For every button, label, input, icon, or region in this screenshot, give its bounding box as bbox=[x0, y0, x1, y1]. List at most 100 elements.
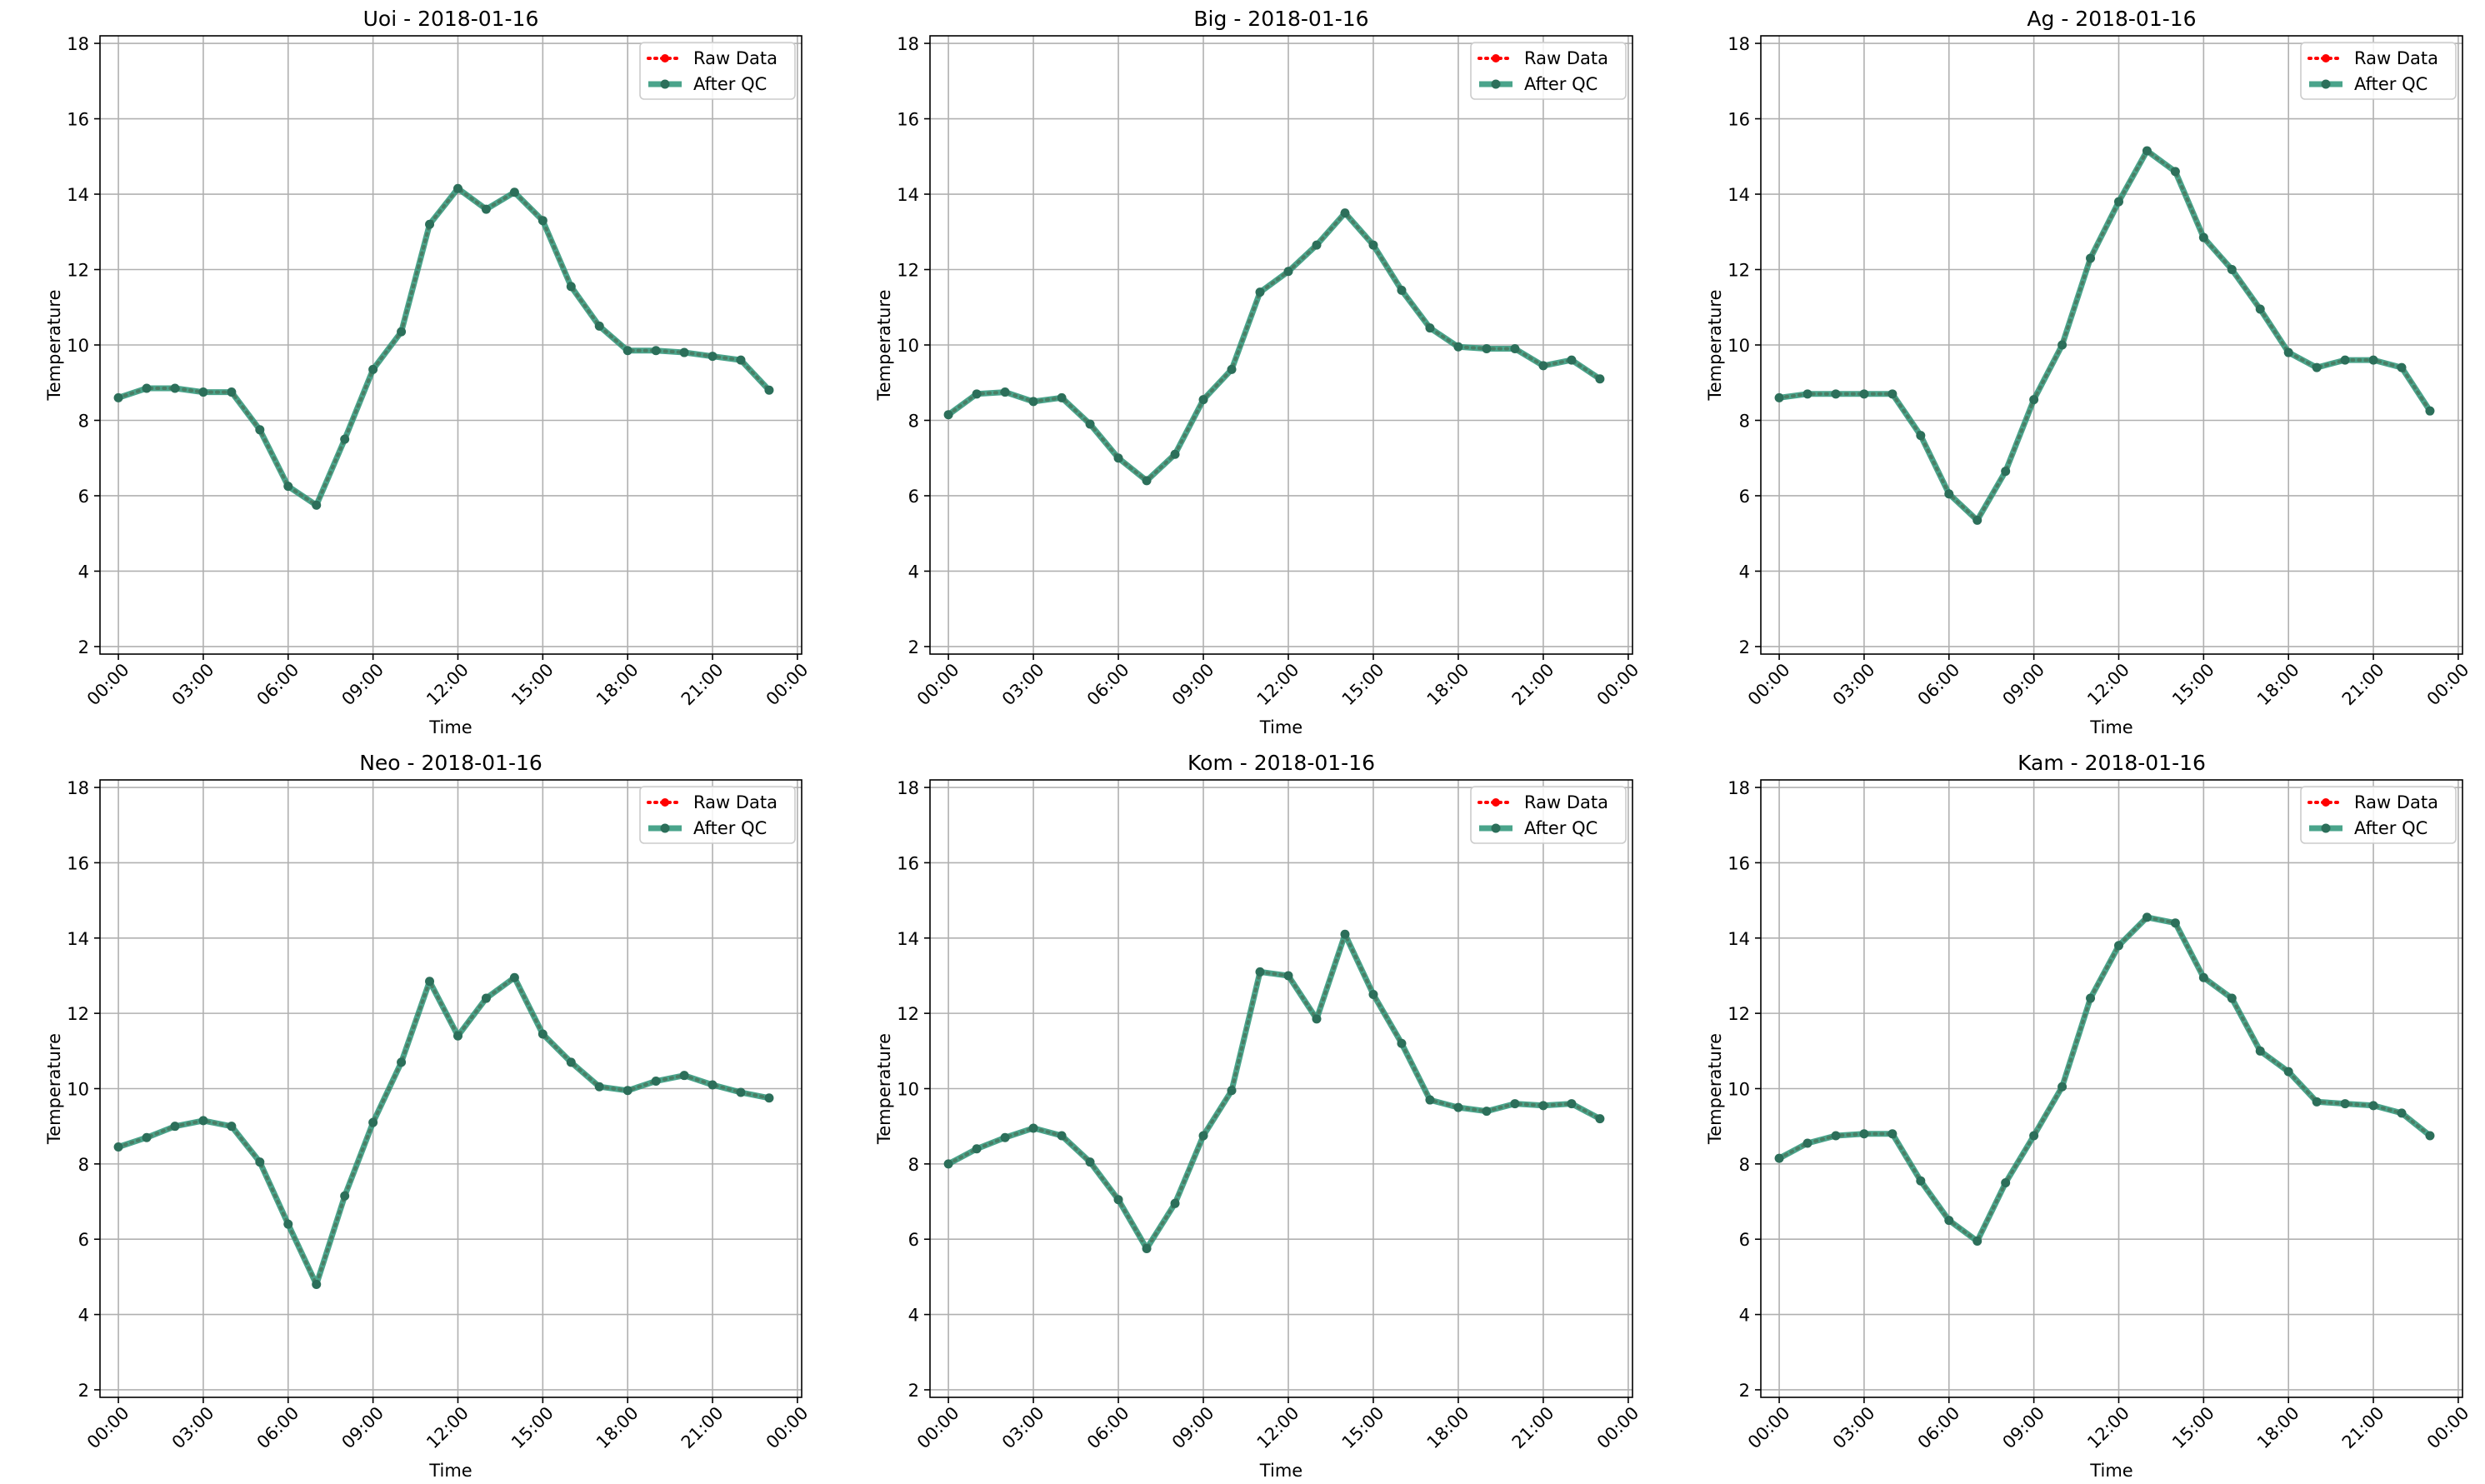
data-point-qc bbox=[1170, 449, 1180, 459]
data-point-qc bbox=[2255, 1046, 2265, 1056]
data-point-qc bbox=[2001, 1177, 2011, 1187]
data-point-qc bbox=[509, 187, 519, 197]
y-tick-label: 16 bbox=[67, 853, 89, 873]
series-line-raw-data bbox=[947, 929, 1602, 1252]
data-point-qc bbox=[198, 387, 208, 397]
data-point-qc bbox=[2001, 467, 2011, 477]
x-axis-label: Time bbox=[2089, 717, 2132, 737]
x-axis-label: Time bbox=[428, 1461, 472, 1481]
data-point-qc bbox=[1774, 392, 1784, 402]
data-point-qc bbox=[2283, 347, 2293, 357]
data-point-qc bbox=[1510, 344, 1520, 354]
y-axis-label: Temperature bbox=[874, 289, 894, 401]
data-point-qc bbox=[1482, 1107, 1492, 1117]
data-point-qc bbox=[1170, 1198, 1180, 1208]
data-point-qc bbox=[1859, 389, 1869, 399]
data-point-qc bbox=[1916, 431, 1926, 441]
data-point-qc bbox=[1000, 387, 1010, 397]
chart-title: Kam - 2018-01-16 bbox=[2018, 751, 2206, 775]
x-axis-label: Time bbox=[2089, 1461, 2132, 1481]
data-point-qc bbox=[2425, 1131, 2435, 1141]
series-line-raw-data bbox=[117, 186, 771, 508]
data-point-qc bbox=[2397, 1108, 2407, 1118]
y-axis-label: Temperature bbox=[1705, 289, 1725, 401]
data-point-qc bbox=[481, 204, 491, 214]
data-point-qc bbox=[2086, 253, 2096, 263]
chart-title: Kom - 2018-01-16 bbox=[1188, 751, 1375, 775]
chart-title: Ag - 2018-01-16 bbox=[2027, 7, 2196, 31]
data-point-qc bbox=[1085, 419, 1095, 429]
y-axis-label: Temperature bbox=[874, 1033, 894, 1145]
x-tick-label: 00:00 bbox=[762, 1403, 812, 1453]
x-tick-label: 21:00 bbox=[678, 660, 728, 710]
data-point-qc bbox=[594, 321, 604, 331]
data-point-qc bbox=[972, 1144, 982, 1154]
x-tick-label: 06:00 bbox=[253, 1403, 303, 1453]
legend-label: After QC bbox=[693, 818, 767, 838]
x-tick-label: 00:00 bbox=[1593, 660, 1643, 710]
x-tick-label: 18:00 bbox=[592, 660, 642, 710]
legend-marker-after-qc bbox=[660, 79, 670, 89]
data-point-qc bbox=[2058, 1082, 2068, 1092]
y-tick-label: 18 bbox=[897, 34, 919, 54]
x-tick-label: 15:00 bbox=[508, 660, 558, 710]
data-point-qc bbox=[255, 425, 265, 435]
data-point-qc bbox=[227, 1122, 237, 1132]
data-point-qc bbox=[1538, 1101, 1548, 1111]
y-tick-label: 10 bbox=[1728, 336, 1750, 356]
legend: Raw Data After QC bbox=[2300, 42, 2457, 100]
x-tick-label: 00:00 bbox=[1744, 1403, 1794, 1453]
data-point-qc bbox=[972, 389, 982, 399]
x-tick-label: 00:00 bbox=[83, 660, 133, 710]
x-tick-label: 00:00 bbox=[762, 660, 812, 710]
data-point-qc bbox=[1595, 374, 1605, 384]
data-point-qc bbox=[764, 385, 774, 395]
data-point-qc bbox=[142, 383, 152, 393]
x-tick-label: 00:00 bbox=[2423, 1403, 2473, 1453]
legend-label: After QC bbox=[693, 74, 767, 94]
series-line-raw-data bbox=[1778, 148, 2432, 523]
legend-marker-raw-data bbox=[1492, 54, 1500, 62]
data-point-qc bbox=[283, 482, 293, 492]
data-point-qc bbox=[2340, 1099, 2350, 1109]
y-tick-label: 12 bbox=[67, 261, 89, 281]
y-tick-label: 16 bbox=[897, 110, 919, 130]
data-point-qc bbox=[708, 1080, 718, 1090]
legend-marker-raw-data bbox=[661, 798, 669, 807]
data-point-qc bbox=[1831, 389, 1841, 399]
data-point-qc bbox=[1227, 1086, 1237, 1096]
legend-label: After QC bbox=[2354, 74, 2428, 94]
y-tick-label: 16 bbox=[1728, 853, 1750, 873]
series-line-after-qc bbox=[947, 931, 1602, 1252]
data-point-qc bbox=[1567, 1099, 1577, 1109]
data-point-qc bbox=[170, 383, 180, 393]
series-line-after-qc bbox=[1778, 914, 2432, 1244]
data-point-qc bbox=[452, 183, 462, 193]
y-tick-label: 4 bbox=[78, 562, 89, 582]
y-tick-label: 2 bbox=[1739, 1381, 1750, 1401]
legend-marker-after-qc bbox=[1491, 823, 1501, 833]
y-tick-label: 6 bbox=[908, 487, 919, 507]
y-tick-label: 14 bbox=[897, 185, 919, 205]
data-point-qc bbox=[538, 1029, 548, 1039]
data-point-qc bbox=[1113, 453, 1123, 463]
data-point-qc bbox=[2198, 232, 2208, 242]
data-point-qc bbox=[1255, 287, 1265, 297]
data-point-qc bbox=[2142, 146, 2152, 156]
y-tick-label: 6 bbox=[1739, 487, 1750, 507]
data-point-qc bbox=[397, 327, 407, 337]
y-tick-label: 8 bbox=[1739, 1155, 1750, 1175]
y-tick-label: 2 bbox=[908, 637, 919, 657]
y-tick-label: 4 bbox=[908, 1306, 919, 1326]
x-tick-label: 21:00 bbox=[2338, 660, 2388, 710]
data-point-qc bbox=[2113, 197, 2123, 207]
data-point-qc bbox=[312, 1279, 322, 1289]
y-tick-label: 14 bbox=[897, 929, 919, 949]
data-point-qc bbox=[679, 1071, 689, 1081]
data-point-qc bbox=[1397, 285, 1407, 295]
y-axis-label: Temperature bbox=[1705, 1033, 1725, 1145]
y-tick-label: 6 bbox=[78, 487, 89, 507]
legend-marker-raw-data bbox=[661, 54, 669, 62]
data-point-qc bbox=[1340, 208, 1350, 218]
y-tick-label: 16 bbox=[1728, 110, 1750, 130]
